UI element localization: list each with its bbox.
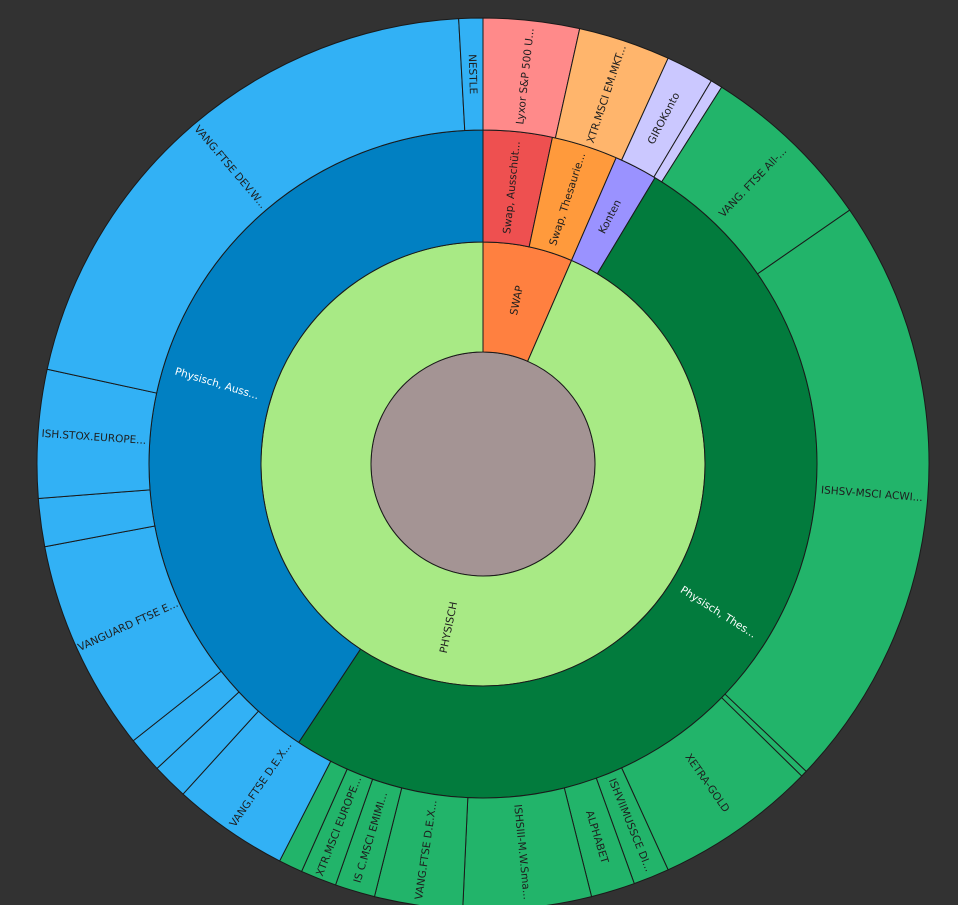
sunburst-segment[interactable] [370, 351, 596, 577]
segment-label: NESTLE [466, 54, 479, 94]
sunburst-segment[interactable] [458, 17, 484, 132]
sunburst-segment[interactable] [46, 18, 466, 394]
sunburst-segment[interactable] [724, 209, 930, 773]
segment-label: SWAP [508, 285, 526, 317]
